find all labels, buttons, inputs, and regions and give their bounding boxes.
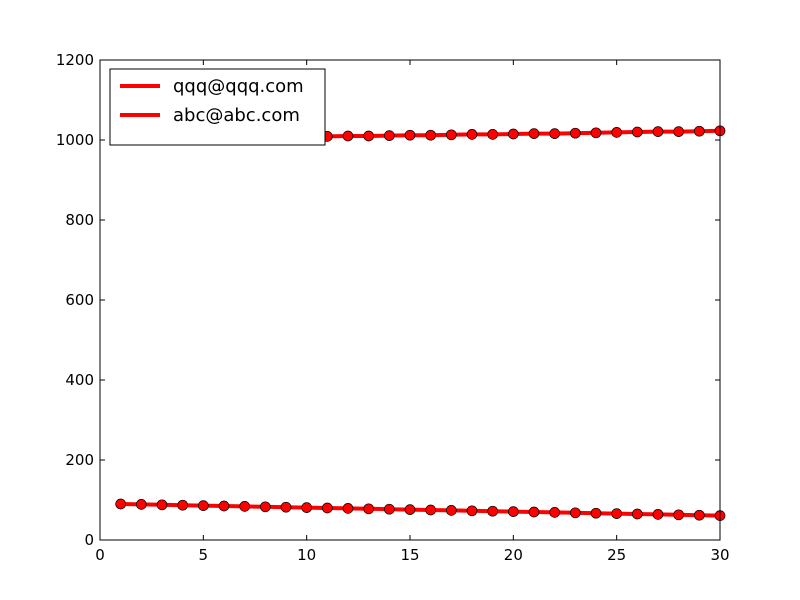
series-1-point <box>507 128 519 140</box>
series-1-point <box>528 128 540 139</box>
y-tick-label: 1200 <box>56 51 94 69</box>
series-1-point <box>487 129 499 140</box>
series-2-point <box>569 507 581 519</box>
series-2-point <box>280 501 292 513</box>
x-tick-label: 10 <box>297 546 316 564</box>
series-2 <box>115 498 726 521</box>
legend-box <box>109 68 326 146</box>
series-2-point <box>383 503 395 515</box>
series-2-point <box>466 505 478 517</box>
series-2-point <box>197 500 209 511</box>
series-1-point <box>673 126 685 137</box>
series-2-point <box>321 502 333 514</box>
series-1-point <box>569 127 581 139</box>
y-tick-label: 600 <box>65 291 94 309</box>
series-2-point <box>445 505 457 516</box>
y-tick-label: 800 <box>65 211 94 229</box>
series-1-point <box>404 129 416 141</box>
series-1-point <box>425 129 437 141</box>
series-2-point <box>115 498 127 510</box>
series-2-point <box>218 500 230 512</box>
series-1-point <box>445 129 457 141</box>
series-2-point <box>507 506 519 517</box>
series-2-point <box>342 503 354 514</box>
series-2-point <box>487 505 499 517</box>
series-2-point <box>135 499 147 510</box>
series-1-point <box>383 130 395 141</box>
series-2-point <box>239 501 251 512</box>
series-2-point <box>652 509 664 520</box>
series-1-point <box>693 125 705 137</box>
series-1-point <box>652 126 664 137</box>
x-tick-label: 25 <box>607 546 626 564</box>
legend-label: abc@abc.com <box>173 105 300 126</box>
series-2-point <box>693 509 705 521</box>
x-tick-label: 20 <box>504 546 523 564</box>
series-1-point <box>611 127 623 138</box>
y-tick-label: 200 <box>65 451 94 469</box>
series-1-point <box>363 130 375 142</box>
y-tick-label: 0 <box>84 531 94 549</box>
series-2-point <box>631 508 643 520</box>
series-2-point <box>590 507 602 519</box>
series-2-point <box>673 509 685 521</box>
series-2-point <box>425 504 437 516</box>
series-1-point <box>466 129 478 140</box>
series-2-point <box>177 499 189 511</box>
legend: qqq@qqq.com abc@abc.com <box>109 68 326 146</box>
x-tick-label: 30 <box>710 546 729 564</box>
series-1-point <box>549 128 561 139</box>
y-tick-label: 400 <box>65 371 94 389</box>
series-2-point <box>301 502 313 513</box>
axis-ticks: 0 5 10 15 20 25 30 0 200 400 600 800 1000 1200 <box>56 51 730 564</box>
series-1-point <box>590 127 602 139</box>
series-2-point <box>528 506 540 518</box>
x-tick-label: 5 <box>199 546 209 564</box>
series-2-point <box>611 508 623 519</box>
x-tick-label: 0 <box>95 546 105 564</box>
series-2-point <box>259 501 271 513</box>
series-2-point <box>549 507 561 518</box>
series-2-point <box>156 499 168 511</box>
series-2-point <box>363 503 375 515</box>
x-tick-label: 15 <box>400 546 419 564</box>
series-2-point <box>404 504 416 515</box>
series-1-point <box>631 126 643 138</box>
series-1-point <box>342 130 354 142</box>
y-tick-label: 1000 <box>56 131 94 149</box>
legend-label: qqq@qqq.com <box>173 76 304 97</box>
